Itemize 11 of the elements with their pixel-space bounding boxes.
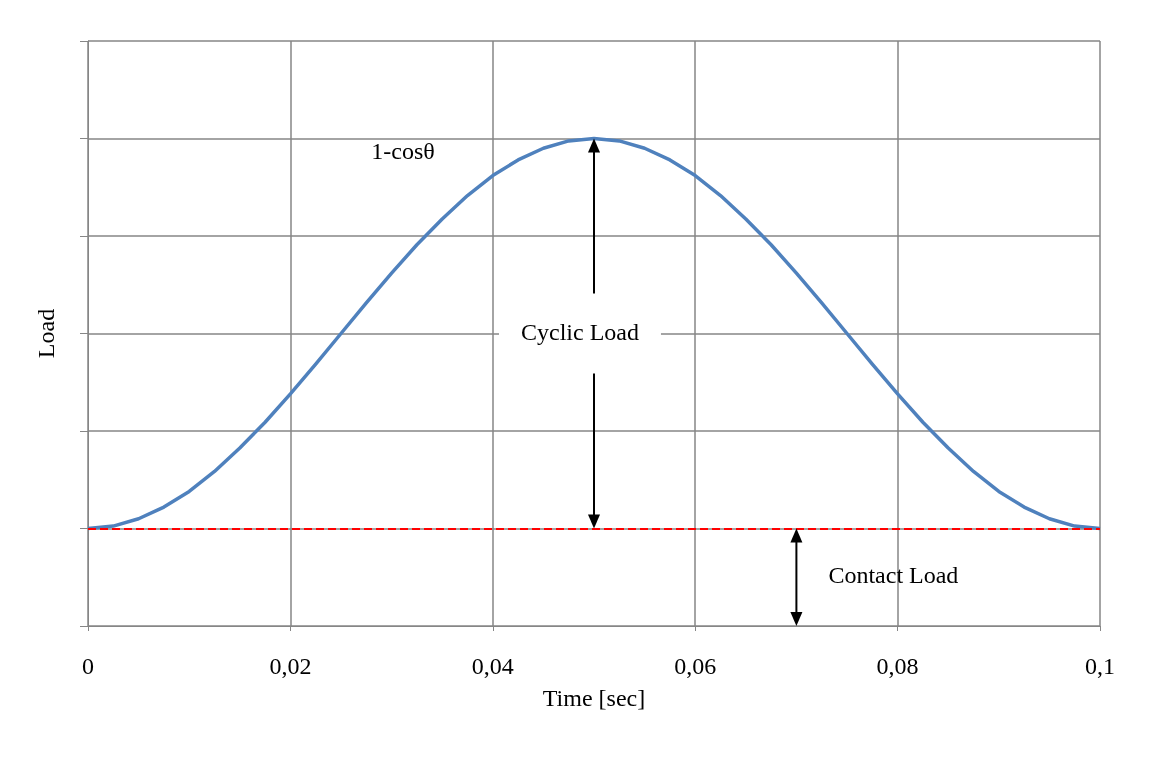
annotation: Cyclic Load: [521, 318, 639, 345]
x-tick-label: 0,04: [471, 653, 514, 679]
x-axis-title: Time [sec]: [542, 685, 646, 711]
x-tick-label: 0,06: [674, 653, 717, 679]
x-tick-label: 0: [82, 653, 94, 679]
x-tick-label: 0,08: [876, 653, 919, 679]
x-tick-label: 0,1: [1085, 653, 1115, 679]
annotation: 1-cosθ: [371, 138, 435, 165]
y-axis-title: Load: [33, 308, 59, 359]
x-tick-label: 0,02: [269, 653, 312, 679]
annotation: Contact Load: [828, 562, 959, 589]
